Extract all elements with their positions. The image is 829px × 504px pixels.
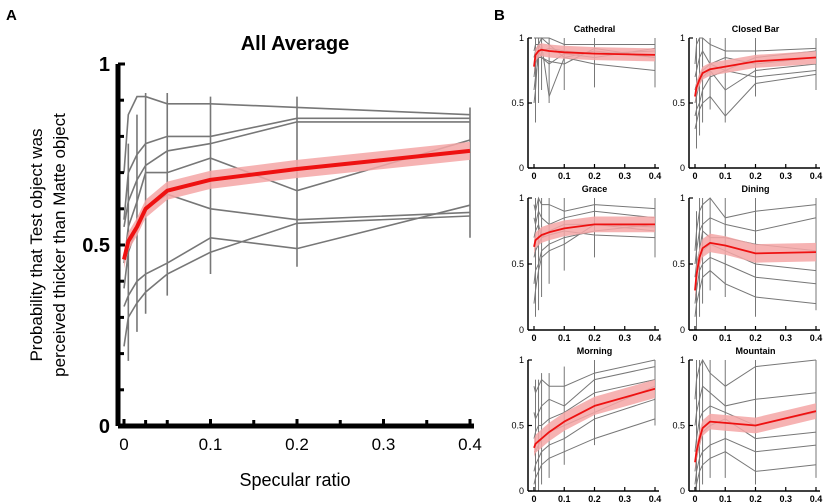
panel-label-a: A [6,7,17,24]
x-tick-label: 0.2 [588,171,601,181]
chart-5: 0 0.5 1 0 0.1 0.2 0.3 0.4 Morning [511,346,661,504]
x-tick-label: 0.4 [458,435,482,454]
x-tick-label: 0 [531,171,536,181]
chart-2: 0 0.5 1 0 0.1 0.2 0.3 0.4 Closed Bar [672,24,822,181]
chart-title: Morning [577,346,613,356]
x-tick-label: 0 [692,333,697,343]
chart-1: 0 0.5 1 0 0.1 0.2 0.3 0.4 Cathedral [511,24,661,181]
x-tick-label: 0.2 [588,333,601,343]
confidence-band [534,43,655,74]
y-tick-label: 0 [680,486,685,496]
panel-label-b: B [494,7,505,24]
mean-line [533,223,655,247]
mean-line [694,410,817,463]
x-tick-label: 0.4 [649,494,662,504]
chart-6: 0 0.5 1 0 0.1 0.2 0.3 0.4 Mountain [672,346,822,504]
y-tick-label: 1 [519,355,524,365]
x-tick-label: 0.1 [558,333,571,343]
x-tick-label: 0 [692,494,697,504]
y-tick-label: 0.5 [672,259,685,269]
y-tick-label: 1 [519,33,524,43]
x-tick-label: 0.2 [749,171,762,181]
confidence-band [534,216,655,255]
y-axis-label-line-1: Probability that Test object was [27,128,46,361]
chart-title: Mountain [736,346,776,356]
x-tick-label: 0.4 [810,494,823,504]
x-tick-label: 0.3 [618,494,631,504]
y-tick-label: 0 [680,325,685,335]
x-tick-label: 0.3 [618,171,631,181]
mean-line [694,56,817,97]
x-tick-label: 0 [531,333,536,343]
subject-line [123,95,471,173]
x-tick-label: 0.3 [618,333,631,343]
x-axis-label: Specular ratio [239,470,350,490]
confidence-band [534,379,655,457]
confidence-band [124,141,470,269]
y-axis-label: Probability that Test object was perceive… [27,113,69,377]
chart-title: Cathedral [574,24,616,34]
y-tick-label: 0.5 [672,421,685,431]
mean-line [533,48,656,67]
chart-3: 0 0.5 1 0 0.1 0.2 0.3 0.4 Grace [511,184,661,343]
chart-0: 0 0.5 1 0 0.1 0.2 0.3 0.4 All Average Specular ra… [27,33,482,490]
x-tick-label: 0.1 [719,333,732,343]
subject-line [123,139,471,264]
chart-title: Grace [582,184,608,194]
x-tick-label: 0.3 [779,333,792,343]
x-tick-label: 0.1 [558,171,571,181]
x-tick-label: 0.4 [649,333,662,343]
x-tick-label: 0.1 [719,171,732,181]
x-tick-label: 0.1 [719,494,732,504]
subject-line [123,117,470,220]
x-tick-label: 0.2 [285,435,309,454]
chart-title: Dining [742,184,770,194]
chart-4: 0 0.5 1 0 0.1 0.2 0.3 0.4 Dining [672,184,822,343]
y-tick-label: 0 [519,325,524,335]
mean-line [533,387,656,449]
y-tick-label: 0 [519,163,524,173]
y-tick-label: 0.5 [511,98,524,108]
x-tick-label: 0.4 [810,333,823,343]
x-tick-label: 0.3 [779,171,792,181]
x-tick-label: 0 [531,494,536,504]
y-tick-label: 1 [680,355,685,365]
x-tick-label: 0.4 [810,171,823,181]
confidence-band [695,233,816,300]
y-tick-label: 0 [99,416,110,438]
chart-title: Closed Bar [732,24,780,34]
mean-line [694,241,817,291]
y-tick-label: 0 [519,486,524,496]
y-tick-label: 1 [519,193,524,203]
confidence-band [695,51,816,103]
y-tick-label: 1 [99,54,110,76]
y-axis-label-line-2: perceived thicker than Matte object [50,113,69,377]
x-tick-label: 0.2 [588,494,601,504]
x-tick-label: 0.2 [749,494,762,504]
x-tick-label: 0.4 [649,171,662,181]
y-tick-label: 0.5 [672,98,685,108]
charts-group: 0 0.5 1 0 0.1 0.2 0.3 0.4 All Average Specular ra… [27,24,822,504]
y-tick-label: 0.5 [511,421,524,431]
y-tick-label: 0.5 [511,259,524,269]
x-tick-label: 0.1 [199,435,223,454]
y-tick-label: 0 [680,163,685,173]
x-tick-label: 0 [692,171,697,181]
confidence-band [695,403,816,470]
y-tick-label: 0.5 [82,235,110,257]
x-tick-label: 0.3 [779,494,792,504]
subject-line [123,121,470,228]
x-tick-label: 0 [119,435,128,454]
y-tick-label: 1 [680,193,685,203]
x-tick-label: 0.3 [372,435,396,454]
mean-line [122,148,471,260]
chart-title: All Average [241,33,350,55]
subject-line [123,215,471,347]
y-tick-label: 1 [680,33,685,43]
x-tick-label: 0.2 [749,333,762,343]
x-tick-label: 0.1 [558,494,571,504]
subject-line [123,204,471,307]
